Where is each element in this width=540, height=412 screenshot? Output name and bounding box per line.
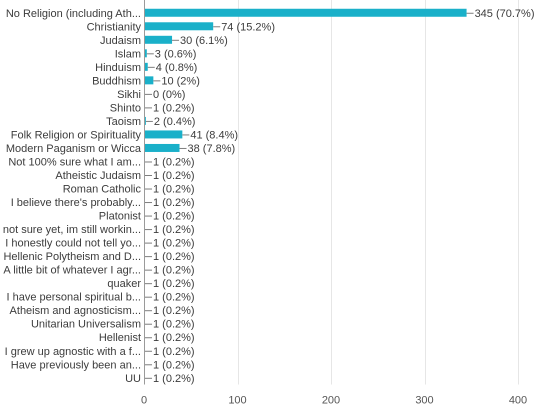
data-label: 1 (0.2%) (153, 332, 195, 344)
grid-layer (238, 0, 519, 385)
data-label: 1 (0.2%) (153, 170, 195, 182)
data-label: 1 (0.2%) (153, 184, 195, 196)
data-label: 1 (0.2%) (153, 156, 195, 168)
bar (145, 35, 173, 44)
data-label: 1 (0.2%) (153, 359, 195, 371)
bar (145, 22, 214, 31)
category-label: Roman Catholic (63, 184, 142, 196)
data-label: 1 (0.2%) (153, 278, 195, 290)
data-label: 1 (0.2%) (153, 251, 195, 263)
category-label: A little bit of whatever I agr... (3, 265, 141, 277)
category-label: Folk Religion or Spirituality (11, 129, 142, 141)
category-label: UU (125, 373, 141, 385)
data-label: 1 (0.2%) (153, 373, 195, 385)
data-label: 1 (0.2%) (153, 224, 195, 236)
category-label: No Religion (including Ath... (6, 8, 141, 20)
bar (145, 62, 148, 71)
data-label: 1 (0.2%) (153, 292, 195, 304)
data-label: 0 (0%) (153, 89, 185, 101)
x-tick-label: 200 (322, 395, 340, 407)
data-label: 3 (0.6%) (155, 48, 197, 60)
category-label: I believe there's probably... (11, 197, 141, 209)
category-label: Buddhism (92, 75, 141, 87)
data-label: 41 (8.4%) (190, 129, 238, 141)
category-label: I have personal spiritual b... (6, 292, 141, 304)
x-tick-label: 100 (228, 395, 246, 407)
x-tick-label: 400 (509, 395, 527, 407)
x-tick-label: 300 (415, 395, 433, 407)
category-label: Hellenic Polytheism and D... (3, 251, 141, 263)
category-label: not sure yet, im still workin... (3, 224, 141, 236)
bar (145, 130, 183, 139)
category-label: Platonist (99, 211, 141, 223)
bar-layer (145, 8, 467, 152)
category-label: I grew up agnostic with a f... (5, 346, 141, 358)
category-label: Shinto (110, 102, 141, 114)
data-label: 74 (15.2%) (221, 21, 275, 33)
category-label: Not 100% sure what I am... (8, 156, 141, 168)
data-label: 10 (2%) (161, 75, 200, 87)
bar (145, 8, 467, 17)
category-label: Hinduism (95, 62, 141, 74)
bar (145, 143, 180, 152)
data-label: 30 (6.1%) (180, 35, 228, 47)
data-label: 1 (0.2%) (153, 265, 195, 277)
category-label: Taoism (106, 116, 141, 128)
data-label: 1 (0.2%) (153, 305, 195, 317)
data-label: 4 (0.8%) (156, 62, 198, 74)
category-label: Hellenist (99, 332, 141, 344)
category-label: Islam (115, 48, 141, 60)
bar (145, 116, 146, 125)
data-label: 1 (0.2%) (153, 346, 195, 358)
category-label: Christianity (87, 21, 142, 33)
category-label: I honestly could not tell yo... (5, 238, 141, 250)
data-label: 345 (70.7%) (475, 8, 535, 20)
data-label: 2 (0.4%) (154, 116, 196, 128)
category-label: Sikhi (117, 89, 141, 101)
category-label: Atheistic Judaism (55, 170, 141, 182)
data-label: 1 (0.2%) (153, 197, 195, 209)
data-label: 1 (0.2%) (153, 102, 195, 114)
x-tick-label: 0 (141, 395, 147, 407)
category-label: Judaism (100, 35, 141, 47)
category-label: Unitarian Universalism (31, 319, 141, 331)
category-label: Atheism and agnosticism... (10, 305, 141, 317)
data-label: 1 (0.2%) (153, 319, 195, 331)
category-label: Have previously been an... (11, 359, 141, 371)
category-label: quaker (107, 278, 141, 290)
label-layer: No Religion (including Ath... 345 (70.7%)… (3, 8, 535, 385)
bar (145, 49, 147, 58)
category-label: Modern Paganism or Wicca (6, 143, 142, 155)
bar (145, 76, 154, 85)
data-label: 38 (7.8%) (188, 143, 236, 155)
data-label: 1 (0.2%) (153, 211, 195, 223)
data-label: 1 (0.2%) (153, 238, 195, 250)
axis-layer: 0 100 200 300 400 (141, 0, 527, 407)
